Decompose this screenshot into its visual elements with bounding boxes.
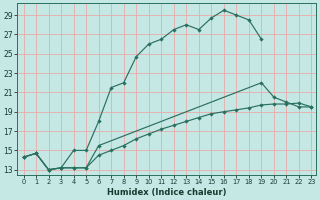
X-axis label: Humidex (Indice chaleur): Humidex (Indice chaleur) (107, 188, 227, 197)
